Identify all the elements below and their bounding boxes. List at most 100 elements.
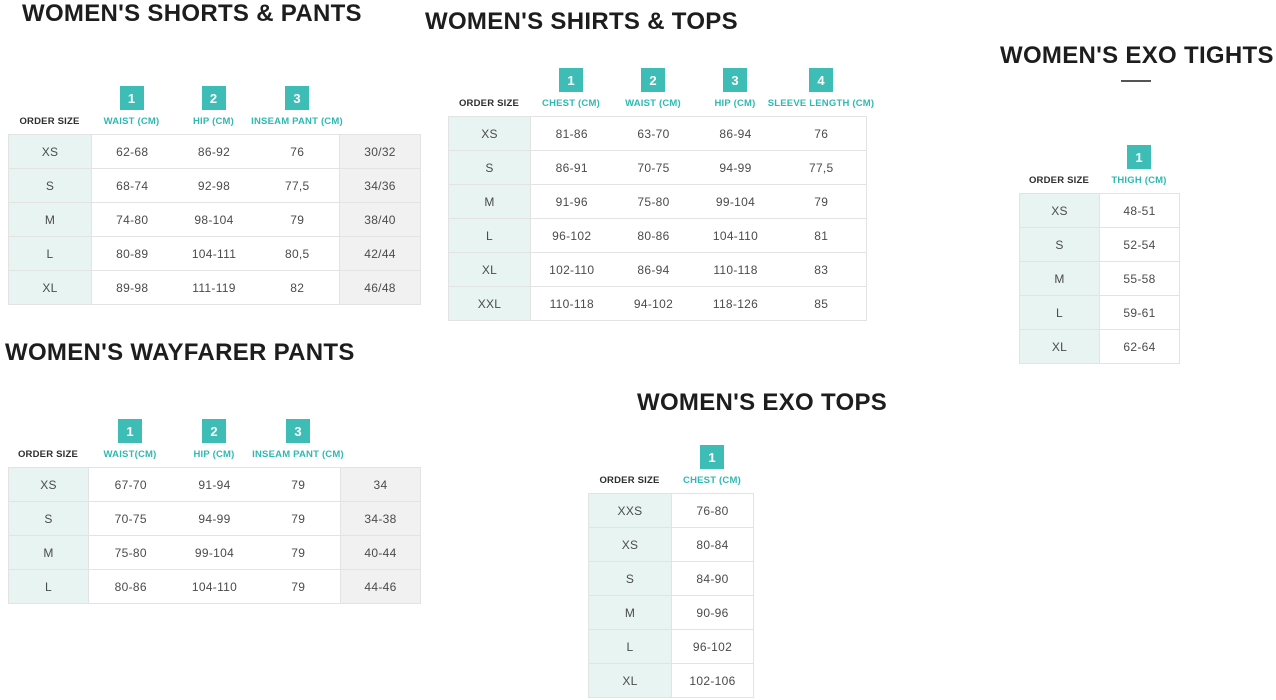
numeric-size-cell: 42/44 [339,236,421,271]
measurement-cell: 91-94 [172,467,257,502]
table-row: L 96-102 80-86 104-110 81 [448,218,867,253]
order-size-cell: XS [8,467,89,502]
measurement-cell: 89-98 [91,270,173,305]
order-size-cell: L [448,218,531,253]
measurement-cell: 111-119 [172,270,256,305]
measurement-cell: 62-68 [91,134,173,169]
order-size-cell: M [8,202,92,237]
measurement-cell: 67-70 [88,467,173,502]
order-size-cell: L [1019,295,1100,330]
measurement-cell: 75-80 [88,535,173,570]
table-row: L 96-102 [588,629,754,664]
measurement-cell: 81 [776,218,867,253]
order-size-header-label: ORDER SIZE [599,475,660,486]
measure-number-badge: 3 [723,68,747,92]
measurement-cell: 76-80 [671,493,754,528]
empty-header-cell [339,127,420,134]
column-header-label: INSEAM PANT (CM) [252,449,344,460]
order-size-cell: S [1019,227,1100,262]
table-row: XS 48-51 [1019,193,1180,228]
order-size-cell: XS [8,134,92,169]
order-size-cell: M [1019,261,1100,296]
measurement-cell: 94-99 [694,150,777,185]
order-size-header-label: ORDER SIZE [1028,175,1090,186]
order-size-cell: XL [588,663,672,698]
measurement-cell: 94-99 [172,501,257,536]
size-table-shorts-pants: ORDER SIZE 1 WAIST (CM) 2 HIP (CM) 3 INSEAM PA… [8,86,421,305]
measure-number-badge: 1 [118,419,142,443]
order-size-cell: XL [448,252,531,287]
measurement-cell: 99-104 [172,535,257,570]
table-row: L 80-89 104-111 80,5 42/44 [8,236,421,271]
table-header-row: ORDER SIZE 1 CHEST (CM) 2 WAIST (CM) 3 HIP (CM… [448,68,874,116]
measurement-header-cell: 1 WAIST (CM) [91,86,172,134]
measurement-cell: 76 [255,134,340,169]
order-size-header-cell: ORDER SIZE [8,116,91,134]
order-size-header-label: ORDER SIZE [458,98,520,109]
measurement-cell: 80-84 [671,527,754,562]
measurement-cell: 90-96 [671,595,754,630]
table-header-row: ORDER SIZE 1 THIGH (CM) [1019,145,1180,193]
size-table: XXS 76-80 XS 80-84 S 84-90 M 90-96 L 96-102 XL 102-… [588,493,754,698]
section-title-exo-tops: WOMEN'S EXO TOPS [637,389,888,416]
table-row: M 90-96 [588,595,754,630]
table-header-row: ORDER SIZE 1 CHEST (CM) [588,445,754,493]
measurement-cell: 79 [256,501,341,536]
numeric-size-cell: 38/40 [339,202,421,237]
table-row: XS 67-70 91-94 79 34 [8,467,421,502]
order-size-cell: XXL [448,286,531,321]
table-header-row: ORDER SIZE 1 WAIST (CM) 2 HIP (CM) 3 INSEAM PA… [8,86,421,134]
title-underline [1121,80,1151,82]
column-header-label: HIP (CM) [192,116,234,127]
measurement-header-cell: 3 INSEAM PANT (CM) [251,86,343,134]
measurement-cell: 118-126 [694,286,777,321]
section-title-exo-tights: WOMEN'S EXO TIGHTS [1000,42,1274,69]
measure-number-badge: 1 [559,68,583,92]
order-size-header-label: ORDER SIZE [17,449,79,460]
order-size-cell: M [8,535,89,570]
measurement-cell: 104-110 [694,218,777,253]
table-header-row: ORDER SIZE 1 WAIST(CM) 2 HIP (CM) 3 INSEAM PAN… [8,419,421,467]
column-header-label: HIP (CM) [193,449,235,460]
table-row: XS 62-68 86-92 76 30/32 [8,134,421,169]
table-row: S 68-74 92-98 77,5 34/36 [8,168,421,203]
column-header-label: INSEAM PANT (CM) [251,116,343,127]
order-size-header-cell: ORDER SIZE [8,449,88,467]
measurement-cell: 102-106 [671,663,754,698]
measurement-cell: 62-64 [1099,329,1180,364]
measure-number-badge: 2 [201,86,226,110]
table-row: M 91-96 75-80 99-104 79 [448,184,867,219]
section-title-shorts-pants: WOMEN'S SHORTS & PANTS [22,0,362,27]
column-header-label: CHEST (CM) [683,475,741,486]
size-table: XS 67-70 91-94 79 34 S 70-75 94-99 79 34-38 M 75-80… [8,467,421,604]
table-row: S 52-54 [1019,227,1180,262]
order-size-cell: L [588,629,672,664]
section-title-wayfarer-pants: WOMEN'S WAYFARER PANTS [5,339,355,366]
measurement-cell: 110-118 [530,286,613,321]
order-size-header-label: ORDER SIZE [19,116,80,127]
measurement-cell: 85 [776,286,867,321]
measurement-cell: 98-104 [172,202,256,237]
table-row: S 84-90 [588,561,754,596]
measurement-cell: 80-89 [91,236,173,271]
measurement-cell: 70-75 [88,501,173,536]
table-row: XXL 110-118 94-102 118-126 85 [448,286,867,321]
measurement-cell: 86-91 [530,150,613,185]
numeric-size-cell: 34 [340,467,421,502]
numeric-size-cell: 44-46 [340,569,421,604]
measurement-header-cell: 2 HIP (CM) [172,86,255,134]
measure-number-badge: 2 [641,68,665,92]
measurement-header-cell: 1 CHEST (CM) [671,445,753,493]
measurement-header-cell: 1 CHEST (CM) [530,68,612,116]
measurement-cell: 70-75 [612,150,695,185]
measurement-cell: 55-58 [1099,261,1180,296]
measure-number-badge: 4 [809,68,833,92]
table-row: XXS 76-80 [588,493,754,528]
measurement-cell: 91-96 [530,184,613,219]
table-row: L 80-86 104-110 79 44-46 [8,569,421,604]
measurement-cell: 80,5 [255,236,340,271]
measurement-cell: 79 [255,202,340,237]
order-size-cell: S [8,501,89,536]
order-size-cell: XL [1019,329,1100,364]
measure-number-badge: 3 [285,86,309,110]
